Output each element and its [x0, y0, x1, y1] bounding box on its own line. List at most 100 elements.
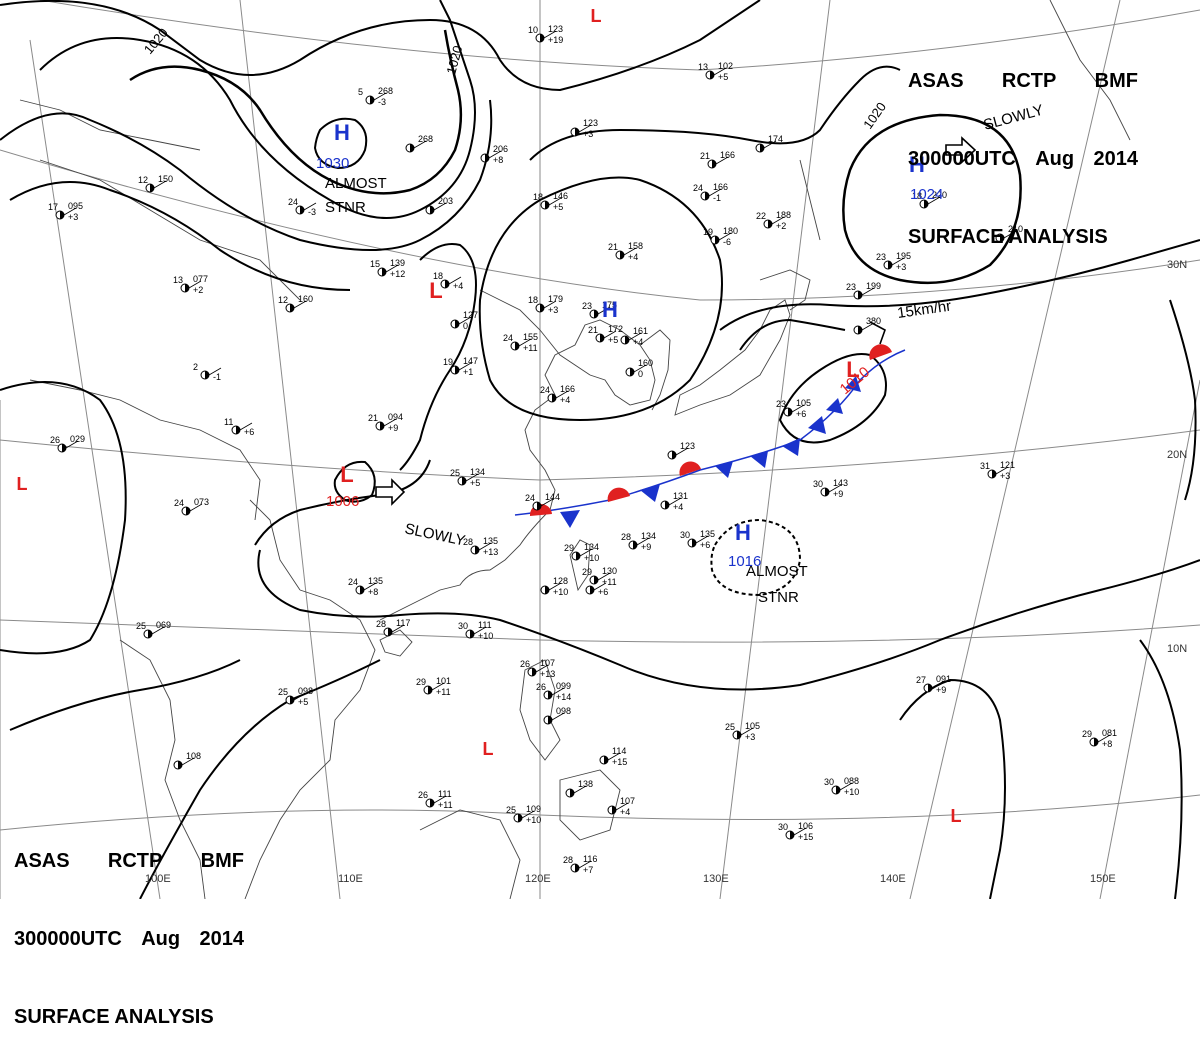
station-plot: 27 091+9 [916, 674, 951, 695]
wind-barb [891, 257, 905, 266]
station-temperature: 28 [621, 532, 631, 542]
low-pressure-marker: L [17, 474, 28, 494]
station-pressure: 111 [438, 789, 452, 799]
station-temperature: 25 [450, 468, 460, 478]
station-plot: 098 [543, 706, 571, 725]
station-plot: 18 220 [912, 190, 947, 209]
latitude-0 [0, 794, 1200, 831]
station-temperature: 28 [463, 537, 473, 547]
station-pressure-change: +4 [628, 252, 638, 262]
station-plot: 26 107+13 [520, 658, 555, 679]
cloud-cover-mark [992, 470, 996, 478]
cloud-cover-mark [1094, 738, 1098, 746]
cloud-cover-mark [290, 304, 294, 312]
wind-barb [488, 150, 502, 159]
cloud-cover-mark [715, 236, 719, 244]
low-pressure-center: L [429, 278, 442, 303]
header-time: 300000UTC [14, 928, 122, 950]
station-pressure: 107 [540, 658, 555, 668]
station-temperature: 19 [703, 227, 713, 237]
cloud-cover-mark [705, 192, 709, 200]
system-pressure: 1006 [326, 493, 359, 510]
station-temperature: 24 [525, 493, 535, 503]
station-temperature: 29 [1082, 729, 1092, 739]
station-temperature: 18 [912, 191, 922, 201]
station-plot: 24 155+11 [503, 332, 538, 353]
station-plot: 12 150 [138, 174, 173, 193]
station-temperature: 22 [756, 211, 766, 221]
station-pressure-change: +9 [641, 542, 651, 552]
station-plot: 29 130+11 [582, 566, 617, 587]
station-pressure: 268 [418, 134, 433, 144]
cold-front-mark [845, 376, 861, 392]
cloud-cover-mark [548, 691, 552, 699]
station-pressure: 081 [1102, 728, 1117, 738]
wind-barb [293, 300, 307, 309]
wind-barb [740, 727, 754, 736]
station-plot: 138 [565, 779, 593, 798]
station-plot: 30 111+10 [458, 620, 493, 641]
wind-barb [543, 30, 557, 39]
header-title: SURFACE ANALYSIS [908, 226, 1108, 248]
wind-barb [623, 247, 637, 256]
system-letter: H [602, 297, 618, 322]
cloud-cover-mark [150, 184, 154, 192]
wind-barb [791, 404, 805, 413]
wind-barb [548, 582, 562, 591]
coast-luzon [519, 659, 561, 761]
station-plot: 23 199 [846, 281, 881, 300]
station-plot: 31 121+3 [980, 460, 1015, 481]
station-pressure: 123 [548, 24, 563, 34]
station-pressure: 199 [866, 281, 881, 291]
wind-barb [151, 626, 165, 635]
wind-barb [385, 264, 399, 273]
station-pressure-change: +13 [540, 669, 555, 679]
station-pressure: 091 [936, 674, 951, 684]
wind-barb [578, 124, 592, 133]
wind-barb [543, 300, 557, 309]
cloud-cover-mark [600, 334, 604, 342]
wind-barb [708, 188, 722, 197]
station-temperature: 30 [824, 777, 834, 787]
station-temperature: 25 [278, 687, 288, 697]
longitude-140e [909, 0, 1121, 899]
cloud-cover-mark [604, 756, 608, 764]
station-temperature: 23 [582, 301, 592, 311]
station-plot: 30 088+10 [824, 776, 859, 797]
station-plot: 161+4 [620, 326, 648, 347]
station-pressure-change: +11 [523, 343, 538, 353]
wind-barb [771, 216, 785, 225]
station-pressure-change: +4 [633, 337, 643, 347]
coast-sakhalin [799, 159, 821, 241]
wind-barb [593, 582, 607, 591]
station-pressure: 188 [776, 210, 791, 220]
cloud-cover-mark [788, 408, 792, 416]
station-pressure: 109 [526, 804, 541, 814]
system-letter: L [340, 462, 353, 487]
station-plot: 23 105+6 [776, 398, 811, 419]
isobar-label: 1020 [443, 44, 465, 76]
station-plot: 26 099+14 [536, 681, 571, 702]
wind-barb [551, 687, 565, 696]
station-temperature: 18 [533, 192, 543, 202]
station-plot: 107+4 [607, 796, 635, 817]
cloud-cover-mark [430, 206, 434, 214]
low-pressure-marker: L [591, 6, 602, 26]
station-pressure-change: +5 [298, 697, 308, 707]
high-pressure-center: H 1030 ALMOST STNR [316, 120, 387, 216]
station-pressure-change: +2 [776, 221, 786, 231]
wind-barb [607, 752, 621, 761]
isobar-1020-east [842, 113, 1022, 285]
wind-barb [239, 422, 253, 431]
station-plot: 13 102+5 [698, 61, 733, 82]
station-pressure: 121 [1000, 460, 1015, 470]
cloud-cover-mark [370, 96, 374, 104]
station-pressure-change: +3 [896, 262, 906, 272]
station-plot: 2 -1 [193, 362, 222, 382]
station-pressure-change: +3 [548, 305, 558, 315]
station-plot: 380 [853, 316, 881, 335]
station-pressure: 105 [745, 721, 760, 731]
cloud-cover-mark [205, 371, 209, 379]
